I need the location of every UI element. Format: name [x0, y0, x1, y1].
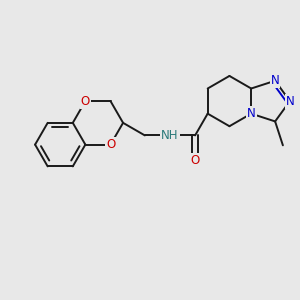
Text: NH: NH — [161, 129, 179, 142]
Text: O: O — [106, 138, 115, 151]
Text: N: N — [247, 107, 256, 120]
Text: O: O — [81, 94, 90, 108]
Text: N: N — [271, 74, 280, 87]
Text: N: N — [286, 94, 294, 108]
Text: O: O — [190, 154, 200, 167]
